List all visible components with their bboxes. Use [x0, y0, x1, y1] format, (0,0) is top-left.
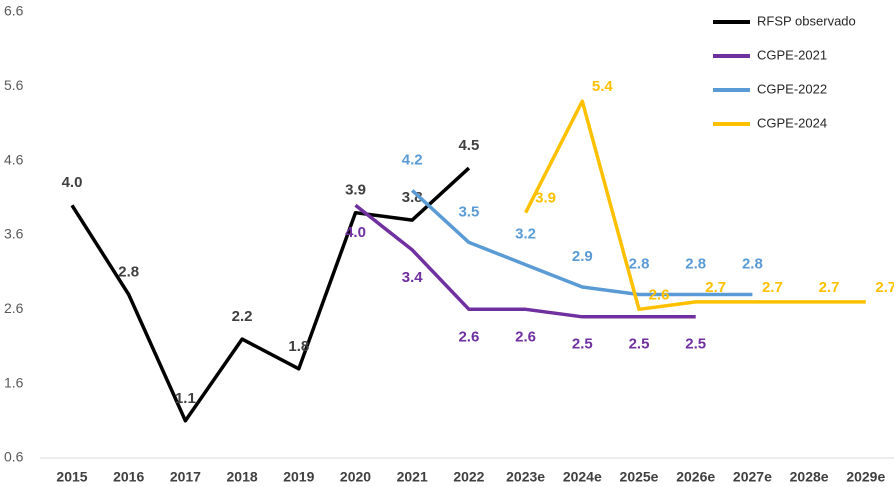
y-tick-label: 6.6 [4, 3, 24, 19]
data-label: 3.4 [402, 269, 424, 286]
data-label: 2.7 [875, 279, 894, 296]
data-label: 2.6 [515, 328, 536, 345]
series-line [354, 203, 696, 319]
series-line [411, 189, 753, 297]
x-tick-label: 2023e [506, 469, 545, 485]
x-tick-label: 2016 [113, 469, 144, 485]
series-line [524, 99, 866, 312]
data-label: 2.5 [572, 336, 593, 353]
y-tick-label: 2.6 [4, 300, 24, 316]
x-tick-label: 2022 [453, 469, 484, 485]
x-tick-label: 2019 [283, 469, 314, 485]
data-label: 3.5 [458, 203, 479, 220]
data-label: 2.5 [685, 336, 706, 353]
x-tick-label: 2028e [790, 469, 829, 485]
legend-label: RFSP observado [757, 13, 856, 28]
data-label: 2.7 [705, 279, 726, 296]
data-label: 3.9 [345, 182, 366, 199]
data-label: 2.6 [458, 328, 479, 345]
x-tick-label: 2017 [170, 469, 201, 485]
x-tick-label: 2021 [397, 469, 428, 485]
data-label: 2.7 [762, 279, 783, 296]
y-tick-label: 0.6 [4, 449, 24, 465]
data-label: 4.0 [345, 224, 366, 241]
data-label: 4.2 [402, 151, 423, 168]
legend-label: CGPE-2022 [757, 81, 827, 96]
data-label: 4.5 [458, 137, 479, 154]
legend-label: CGPE-2021 [757, 47, 827, 62]
data-label: 5.4 [592, 78, 614, 95]
data-label: 2.2 [232, 308, 253, 325]
legend-label: CGPE-2024 [757, 115, 827, 130]
data-label: 2.8 [118, 263, 139, 280]
x-tick-label: 2026e [676, 469, 715, 485]
data-label: 2.8 [629, 255, 650, 272]
x-tick-label: 2018 [227, 469, 258, 485]
series-line [70, 166, 471, 423]
data-label: 2.9 [572, 248, 593, 265]
y-tick-label: 3.6 [4, 226, 24, 242]
data-label: 1.1 [175, 390, 196, 407]
y-tick-label: 5.6 [4, 77, 24, 93]
y-tick-label: 4.6 [4, 151, 24, 167]
data-label: 3.2 [515, 226, 536, 243]
x-tick-label: 2020 [340, 469, 371, 485]
data-label: 2.5 [629, 336, 650, 353]
x-tick-label: 2015 [56, 469, 87, 485]
data-label: 1.8 [288, 338, 309, 355]
x-tick-label: 2025e [620, 469, 659, 485]
data-label: 2.7 [819, 279, 840, 296]
x-tick-label: 2029e [846, 469, 885, 485]
y-tick-label: 1.6 [4, 374, 24, 390]
data-label: 2.8 [685, 255, 706, 272]
x-tick-label: 2027e [733, 469, 772, 485]
data-label: 4.0 [62, 174, 83, 191]
data-label: 3.9 [535, 190, 556, 207]
x-tick-label: 2024e [563, 469, 602, 485]
data-label: 2.8 [742, 255, 763, 272]
data-label: 2.6 [649, 286, 670, 303]
